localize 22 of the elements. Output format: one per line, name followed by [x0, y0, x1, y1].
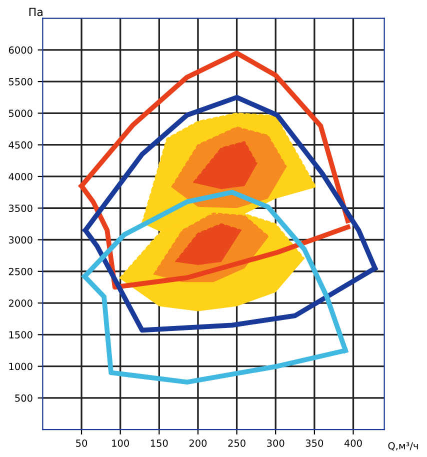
y-tick-label: 5000: [8, 110, 32, 118]
y-tick-label: 6000: [8, 46, 32, 54]
y-tick-label: 1000: [9, 362, 32, 370]
y-tick-label: 2000: [8, 300, 32, 307]
x-tick-label: 50: [76, 439, 88, 447]
y-tick-label: 500: [15, 394, 32, 402]
x-tick-label: 100: [112, 439, 129, 447]
y-tick-label: 5500: [8, 78, 32, 86]
x-tick-label: 300: [267, 439, 284, 447]
y-tick-label: 4500: [8, 141, 32, 149]
x-tick-label: 350: [306, 439, 324, 447]
x-tick-label: 250: [228, 439, 246, 447]
y-axis-title: Па: [29, 8, 42, 16]
y-tick-label: 3000: [8, 236, 32, 244]
y-tick-label: 2500: [8, 268, 32, 276]
x-tick-label: 200: [189, 439, 207, 447]
y-tick-label: 4000: [8, 172, 32, 180]
x-tick-label: 400: [344, 439, 362, 447]
x-tick-label: 150: [150, 439, 168, 447]
y-tick-label: 3500: [8, 204, 32, 212]
x-axis-title: Q,м³/ч: [388, 442, 418, 451]
y-tick-label: 1500: [9, 331, 32, 338]
